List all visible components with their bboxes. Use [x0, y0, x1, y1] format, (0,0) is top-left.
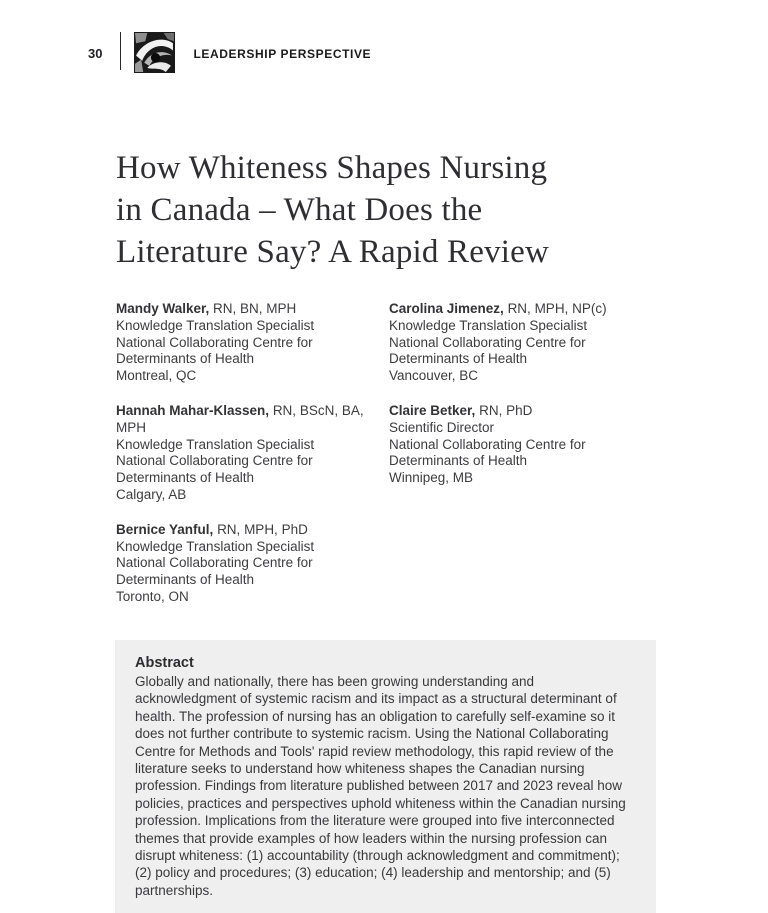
- author-organization: National Collaborating Centre for Determ…: [116, 555, 313, 588]
- author-role: Knowledge Translation Specialist: [116, 436, 315, 452]
- author-organization: National Collaborating Centre for Determ…: [389, 334, 586, 367]
- author-list: Mandy Walker, RN, BN, MPH Knowledge Trans…: [116, 301, 661, 606]
- author-role: Knowledge Translation Specialist: [389, 317, 588, 333]
- author-block-bernice-yanful: Bernice Yanful, RN, MPH, PhD Knowledge Tr…: [116, 522, 372, 606]
- author-credentials: RN, BScN, BA, MPH: [116, 402, 364, 435]
- section-label: LEADERSHIP PERSPECTIVE: [193, 46, 372, 61]
- author-credentials: RN, MPH, NP(c): [507, 301, 607, 316]
- author-location: Vancouver, BC: [389, 368, 479, 384]
- abstract-body: Globally and nationally, there has been …: [135, 674, 626, 898]
- author-name-line: Carolina Jimenez, RN, MPH, NP(c): [389, 301, 645, 318]
- author-name: Carolina Jimenez,: [389, 301, 504, 316]
- author-organization: National Collaborating Centre for Determ…: [389, 436, 586, 469]
- author-name: Claire Betker,: [389, 402, 476, 418]
- author-organization: National Collaborating Centre for Determ…: [116, 453, 313, 486]
- header-divider: [120, 31, 122, 70]
- author-role: Knowledge Translation Specialist: [116, 538, 315, 554]
- page-header: 30 LEADERSHIP PERSPECTIVE: [88, 28, 371, 73]
- author-name-line: Claire Betker, RN, PhD: [389, 403, 645, 420]
- author-credentials: RN, MPH, PhD: [217, 521, 308, 537]
- abstract-section: Abstract Globally and nationally, there …: [115, 640, 656, 913]
- author-organization: National Collaborating Centre for Determ…: [116, 334, 313, 367]
- author-block-hannah-mahar-klassen: Hannah Mahar-Klassen, RN, BScN, BA, MPH K…: [116, 403, 372, 504]
- author-credentials: RN, PhD: [479, 402, 533, 418]
- author-role: Scientific Director: [389, 419, 495, 435]
- author-name-line: Hannah Mahar-Klassen, RN, BScN, BA, MPH: [116, 403, 372, 437]
- author-block-claire-betker: Claire Betker, RN, PhD Scientific Directo…: [389, 403, 645, 504]
- journal-logo-icon: [134, 32, 176, 73]
- author-credentials: RN, BN, MPH: [213, 301, 297, 316]
- author-name-line: Bernice Yanful, RN, MPH, PhD: [116, 522, 372, 539]
- author-role: Knowledge Translation Specialist: [116, 317, 315, 333]
- author-name: Mandy Walker,: [116, 301, 210, 316]
- author-location: Winnipeg, MB: [389, 470, 474, 486]
- author-location: Calgary, AB: [116, 486, 187, 502]
- author-name: Hannah Mahar-Klassen,: [116, 402, 270, 418]
- author-name: Bernice Yanful,: [116, 521, 214, 537]
- abstract-heading: Abstract: [135, 655, 194, 671]
- author-block-mandy-walker: Mandy Walker, RN, BN, MPH Knowledge Trans…: [116, 301, 372, 385]
- author-location: Montreal, QC: [116, 368, 197, 384]
- author-location: Toronto, ON: [116, 588, 189, 604]
- article-title: How Whiteness Shapes Nursing in Canada –…: [116, 150, 550, 270]
- page-number: 30: [88, 46, 103, 61]
- author-name-line: Mandy Walker, RN, BN, MPH: [116, 301, 372, 318]
- author-block-carolina-jimenez: Carolina Jimenez, RN, MPH, NP(c) Knowledg…: [389, 301, 645, 385]
